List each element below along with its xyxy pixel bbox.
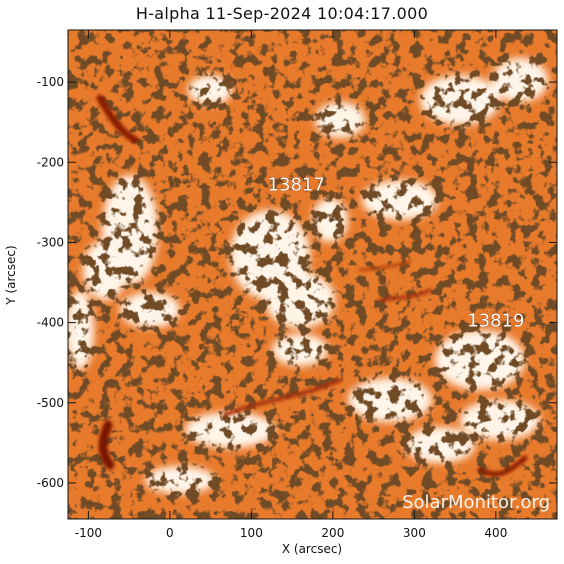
x-tick-label: 300 [403,526,426,540]
watermark: SolarMonitor.org [402,492,550,513]
y-tick-label: -300 [37,235,64,249]
y-tick-label: -100 [37,75,64,89]
x-tick-label: -100 [75,526,102,540]
y-tick-label: -400 [37,316,64,330]
y-tick-label: -200 [37,155,64,169]
mottled-texture [68,30,557,519]
filaments [96,94,528,477]
active-region-label: 13819 [467,311,524,332]
active-region-labels: 13817 13819 [267,174,525,332]
y-axis-title: Y (arcsec) [4,245,18,305]
y-tick-label: -500 [37,396,64,410]
active-region-label: 13817 [268,174,325,195]
plot-frame [67,29,558,520]
halpha-image [68,30,557,519]
x-tick-label: 100 [240,526,263,540]
axis-ticks: -100 0 100 200 300 400 -100 -200 -300 -400 -500 -60… [37,30,557,540]
x-axis-title: X (arcsec) [282,542,342,556]
plot-title: H-alpha 11-Sep-2024 10:04:17.000 [135,4,429,23]
x-tick-label: 0 [166,526,174,540]
x-tick-label: 400 [484,526,507,540]
x-tick-label: 200 [321,526,344,540]
y-tick-label: -600 [37,476,64,490]
